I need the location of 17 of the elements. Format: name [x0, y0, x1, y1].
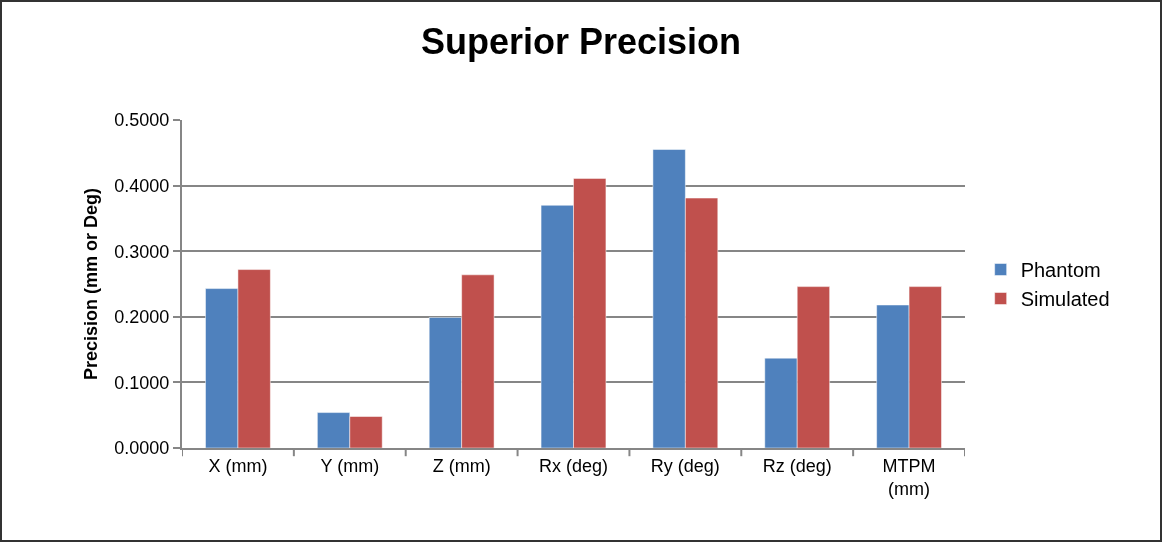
x-tick-label: Z (mm)	[432, 455, 491, 476]
legend-label: Simulated	[1020, 288, 1110, 311]
x-tick-label: Rx (deg)	[538, 455, 609, 476]
x-tick-label: Ry (deg)	[650, 455, 720, 476]
x-tick-label: Rz (deg)	[762, 455, 832, 476]
y-tick-label: 0.5000	[114, 110, 170, 131]
x-tick-label: Y (mm)	[320, 455, 380, 476]
chart-title: Superior Precision	[420, 21, 742, 63]
y-tick-label: 0.1000	[114, 372, 170, 393]
x-tick-label: MTPM (mm)	[882, 455, 936, 499]
y-axis-title: Precision (mm or Deg)	[81, 187, 102, 381]
y-tick-label: 0.0000	[114, 438, 170, 459]
y-tick-label: 0.4000	[114, 175, 170, 196]
y-tick-label: 0.3000	[114, 241, 170, 262]
x-tick-label: X (mm)	[208, 455, 268, 476]
y-tick-label: 0.2000	[114, 307, 170, 328]
legend-label: Phantom	[1020, 259, 1101, 282]
